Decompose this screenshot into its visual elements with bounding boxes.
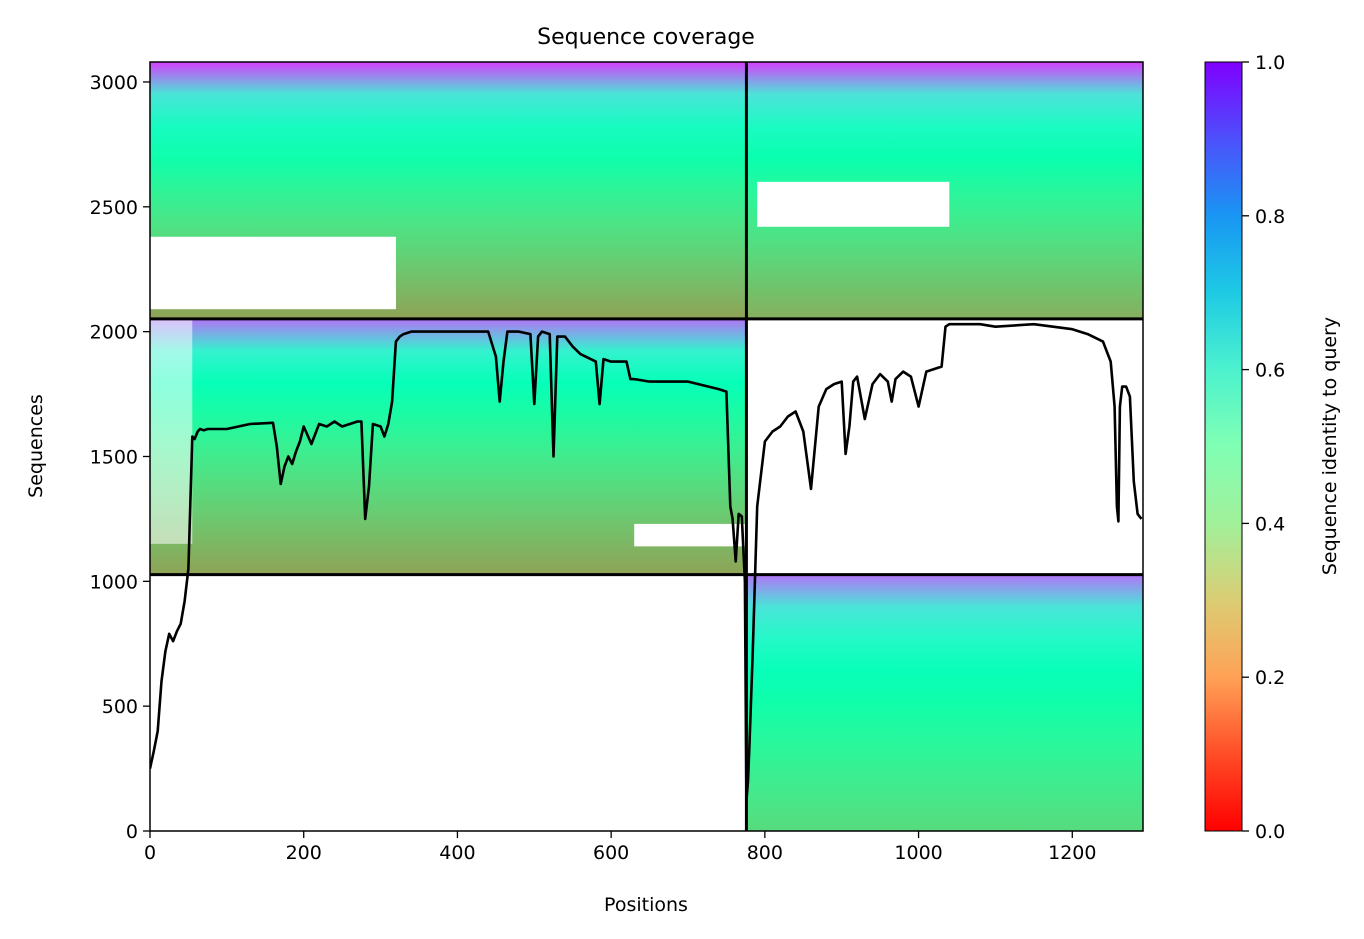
colorbar-tick-label: 1.0 [1255,52,1285,74]
x-tick-label: 600 [593,842,629,864]
block-boundaries [150,62,1143,831]
x-tick-label: 1000 [894,842,942,864]
colorbar-tick-label: 0.6 [1255,360,1285,382]
colorbar-tick-label: 0.0 [1255,821,1285,843]
colorbar-label: Sequence identity to query [1319,317,1341,575]
y-tick-label: 0 [126,821,138,843]
uncovered-region [634,523,747,547]
plot-frame [149,61,1144,832]
x-tick-label: 800 [747,842,783,864]
coverage-line [150,322,1143,803]
x-tick-label: 400 [439,842,475,864]
heatmap-blocks [150,62,1143,831]
x-tick-label: 1200 [1048,842,1096,864]
title-group: Sequence coverage [537,25,755,50]
coverage-line-layer [150,322,1143,803]
heatmap-block [746,574,1143,831]
y-tick-label: 2000 [90,322,138,344]
colorbar-tick-label: 0.4 [1255,513,1285,535]
y-tick-label: 3000 [90,72,138,94]
chart-title: Sequence coverage [537,25,755,50]
x-tick-label: 200 [286,842,322,864]
y-axis-label: Sequences [25,394,47,498]
colorbar: 0.0 0.2 0.4 0.6 0.8 1.0 Sequence identity to … [1204,52,1341,843]
y-tick-label: 2500 [90,197,138,219]
x-axis-label: Positions [604,894,688,916]
colorbar-gradient [1204,61,1243,832]
uncovered-region [150,236,396,310]
y-axis: 0 500 1000 1500 2000 2500 3000 [90,72,150,843]
uncovered-region [757,181,950,227]
sparse-region [150,318,193,544]
x-axis: 0 200 400 600 800 1000 1200 [144,831,1096,864]
colorbar-tick-label: 0.8 [1255,206,1285,228]
colorbar-tick-label: 0.2 [1255,667,1285,689]
x-tick-label: 0 [144,842,156,864]
y-tick-label: 500 [102,696,138,718]
y-tick-label: 1000 [90,571,138,593]
colorbar-ticks: 0.0 0.2 0.4 0.6 0.8 1.0 [1242,52,1285,843]
y-tick-label: 1500 [90,446,138,468]
